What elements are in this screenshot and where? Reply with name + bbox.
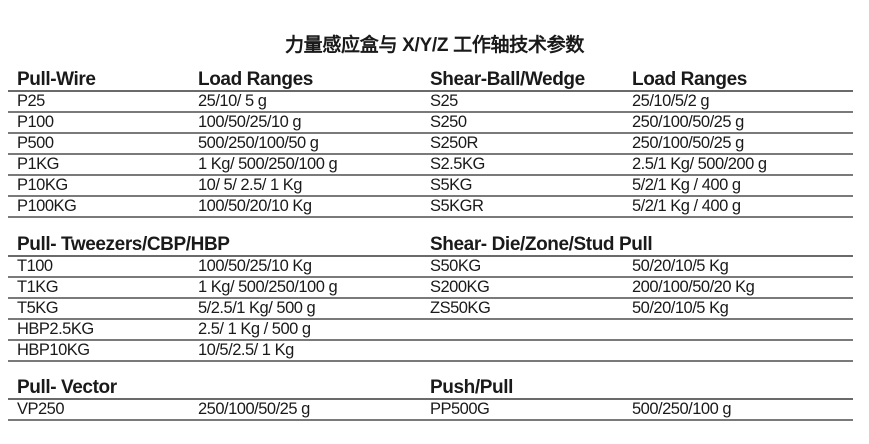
model-cell: VP250 bbox=[17, 400, 65, 418]
section-pull-wire-shear-ball: Pull-Wire Load Ranges Shear-Ball/Wedge Load… bbox=[8, 68, 853, 218]
model-cell: P100 bbox=[17, 113, 54, 131]
table-row: HBP10KG 10/5/2.5/ 1 Kg bbox=[8, 341, 853, 362]
table-row: P10KG 10/ 5/ 2.5/ 1 Kg S5KG 5/2/1 Kg / 400 … bbox=[8, 176, 853, 197]
model-cell: HBP2.5KG bbox=[17, 320, 94, 338]
load-range-cell: 5/2/1 Kg / 400 g bbox=[632, 176, 741, 194]
load-range-cell: 1 Kg/ 500/250/100 g bbox=[198, 155, 338, 173]
table-row: P1KG 1 Kg/ 500/250/100 g S2.5KG 2.5/1 Kg/ 5… bbox=[8, 155, 853, 176]
table-row: T1KG 1 Kg/ 500/250/100 g S200KG 200/100/50/… bbox=[8, 278, 853, 299]
load-range-cell: 250/100/50/25 g bbox=[632, 113, 744, 131]
page-title: 力量感应盒与 X/Y/Z 工作轴技术参数 bbox=[284, 35, 585, 56]
model-cell: P10KG bbox=[17, 176, 68, 194]
model-cell: S200KG bbox=[430, 278, 490, 296]
model-cell: S250 bbox=[430, 113, 467, 131]
table-row: T5KG 5/2.5/1 Kg/ 500 g ZS50KG 50/20/10/5 Kg bbox=[8, 299, 853, 320]
model-cell: S2.5KG bbox=[430, 155, 485, 173]
load-range-cell: 500/250/100/50 g bbox=[198, 134, 319, 152]
model-cell: Shear- Die/Zone/Stud Pull bbox=[430, 234, 653, 255]
table-row: HBP2.5KG 2.5/ 1 Kg / 500 g bbox=[8, 320, 853, 341]
load-range-cell: 500/250/100 g bbox=[632, 400, 732, 418]
load-range-cell: 25/10/ 5 g bbox=[198, 92, 267, 110]
load-range-cell: 5/2/1 Kg / 400 g bbox=[632, 197, 741, 215]
table-row: P500 500/250/100/50 g S250R 250/100/50/25 g bbox=[8, 134, 853, 155]
load-range-cell: 100/50/25/10 Kg bbox=[198, 257, 312, 275]
model-cell: T5KG bbox=[17, 299, 59, 317]
model-cell: Pull- Vector bbox=[17, 377, 117, 398]
table-row: VP250 250/100/50/25 g PP500G 500/250/100 g bbox=[8, 400, 853, 421]
table-row: P25 25/10/ 5 g S25 25/10/5/2 g bbox=[8, 92, 853, 113]
model-cell: P100KG bbox=[17, 197, 77, 215]
load-range-cell: 2.5/1 Kg/ 500/200 g bbox=[632, 155, 767, 173]
load-range-cell: 5/2.5/1 Kg/ 500 g bbox=[198, 299, 316, 317]
table-header-row: Pull-Wire Load Ranges Shear-Ball/Wedge Load… bbox=[8, 68, 853, 92]
model-cell: Shear-Ball/Wedge bbox=[430, 69, 585, 90]
load-range-cell: 50/20/10/5 Kg bbox=[632, 299, 729, 317]
load-range-cell: 50/20/10/5 Kg bbox=[632, 257, 729, 275]
model-cell: T1KG bbox=[17, 278, 59, 296]
model-cell: HBP10KG bbox=[17, 341, 90, 359]
model-cell: P500 bbox=[17, 134, 54, 152]
model-cell: PP500G bbox=[430, 400, 490, 418]
load-range-cell: 2.5/ 1 Kg / 500 g bbox=[198, 320, 311, 338]
load-range-cell: 1 Kg/ 500/250/100 g bbox=[198, 278, 338, 296]
load-range-cell: 250/100/50/25 g bbox=[198, 400, 310, 418]
table-row: P100KG 100/50/20/10 Kg S5KGR 5/2/1 Kg / 400… bbox=[8, 197, 853, 218]
table-row: T100 100/50/25/10 Kg S50KG 50/20/10/5 Kg bbox=[8, 257, 853, 278]
model-cell: Push/Pull bbox=[430, 377, 513, 398]
model-cell: S250R bbox=[430, 134, 478, 152]
model-cell: P1KG bbox=[17, 155, 60, 173]
load-range-cell: 250/100/50/25 g bbox=[632, 134, 744, 152]
load-range-cell: 25/10/5/2 g bbox=[632, 92, 710, 110]
load-range-cell: Load Ranges bbox=[632, 69, 747, 90]
model-cell: S25 bbox=[430, 92, 458, 110]
table-header-row: Pull- Tweezers/CBP/HBP Shear- Die/Zone/St… bbox=[8, 233, 853, 257]
model-cell: Pull- Tweezers/CBP/HBP bbox=[17, 234, 230, 255]
model-cell: S5KG bbox=[430, 176, 473, 194]
section-vector-push-pull: Pull- Vector Push/Pull VP250 250/100/50/25 … bbox=[8, 376, 853, 421]
model-cell: P25 bbox=[17, 92, 45, 110]
model-cell: S50KG bbox=[430, 257, 481, 275]
load-range-cell: 100/50/25/10 g bbox=[198, 113, 302, 131]
model-cell: Pull-Wire bbox=[17, 69, 96, 90]
section-tweezers-shear-die: Pull- Tweezers/CBP/HBP Shear- Die/Zone/St… bbox=[8, 233, 853, 362]
table-header-row: Pull- Vector Push/Pull bbox=[8, 376, 853, 400]
model-cell: T100 bbox=[17, 257, 53, 275]
load-range-cell: 10/5/2.5/ 1 Kg bbox=[198, 341, 294, 359]
model-cell: S5KGR bbox=[430, 197, 484, 215]
load-range-cell: Load Ranges bbox=[198, 69, 313, 90]
load-range-cell: 100/50/20/10 Kg bbox=[198, 197, 312, 215]
load-range-cell: 200/100/50/20 Kg bbox=[632, 278, 755, 296]
table-row: P100 100/50/25/10 g S250 250/100/50/25 g bbox=[8, 113, 853, 134]
model-cell: ZS50KG bbox=[430, 299, 491, 317]
load-range-cell: 10/ 5/ 2.5/ 1 Kg bbox=[198, 176, 302, 194]
